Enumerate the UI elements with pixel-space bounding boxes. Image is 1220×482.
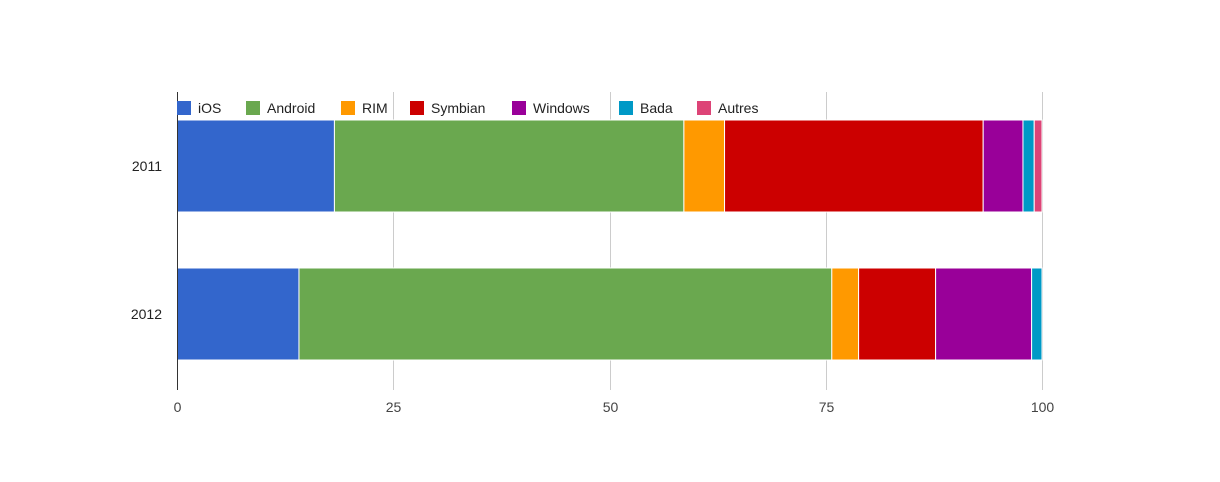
legend-label: RIM [362,100,388,116]
x-tick-label: 25 [386,399,402,415]
bar-segment [176,267,300,361]
bar-segment [982,119,1024,213]
x-tick-label: 0 [174,399,182,415]
bar-segment [724,119,984,213]
legend-swatch [410,101,424,115]
x-tick-label: 75 [819,399,835,415]
bar-segment [831,267,860,361]
legend-label: Android [267,100,315,116]
legend-label: iOS [198,100,221,116]
bar-segment [176,119,335,213]
legend-label: Bada [640,100,673,116]
legend-label: Windows [533,100,590,116]
legend-swatch [341,101,355,115]
legend-label: Autres [718,100,758,116]
x-tick-label: 50 [603,399,619,415]
bar-segment [1031,267,1043,361]
bar-segment [1033,119,1043,213]
category-label: 2012 [131,306,162,322]
legend-swatch [697,101,711,115]
axes: 0 25 50 75 100 2011 2012 [131,92,1055,415]
bar-segment [298,267,833,361]
legend-label: Symbian [431,100,485,116]
category-label: 2011 [132,158,162,174]
bar-segment [858,267,937,361]
legend-swatch [512,101,526,115]
x-tick-label: 100 [1031,399,1055,415]
bar-segment [1022,119,1035,213]
legend-swatch [246,101,260,115]
bar-segment [683,119,726,213]
legend-swatch [177,101,191,115]
bar-segment [935,267,1033,361]
legend-swatch [619,101,633,115]
bars [176,119,1043,361]
legend: iOS Android RIM Symbian Windows Bada Autres [177,100,758,116]
bar-segment [333,119,685,213]
